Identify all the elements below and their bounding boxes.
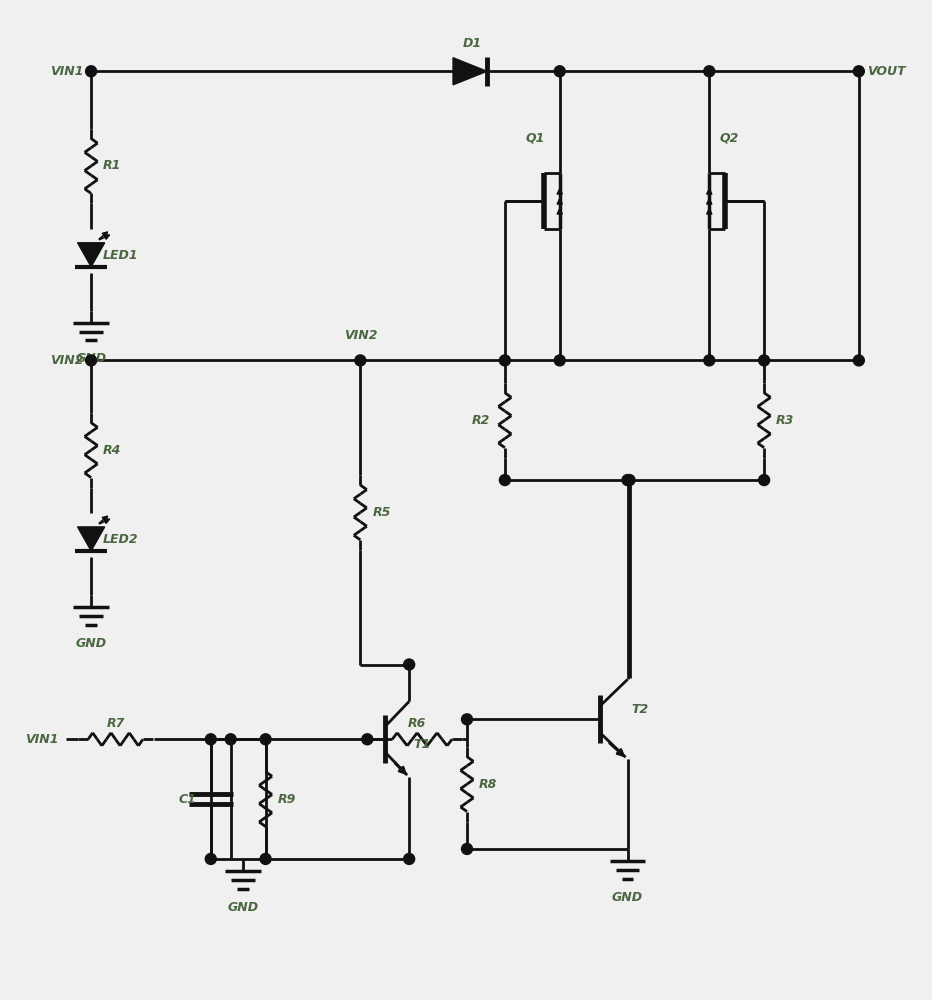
Text: Q2: Q2 (720, 132, 739, 145)
Circle shape (461, 843, 473, 854)
Circle shape (500, 475, 511, 486)
Text: R4: R4 (103, 444, 121, 457)
Text: GND: GND (227, 901, 259, 914)
Text: VIN1: VIN1 (49, 65, 83, 78)
Text: GND: GND (612, 891, 643, 904)
Circle shape (759, 475, 770, 486)
Circle shape (404, 853, 415, 864)
Text: R5: R5 (372, 506, 391, 519)
Polygon shape (77, 243, 104, 267)
Circle shape (362, 734, 373, 745)
Text: LED1: LED1 (103, 249, 139, 262)
Circle shape (704, 355, 715, 366)
Text: R8: R8 (479, 778, 498, 791)
Text: Q1: Q1 (525, 132, 544, 145)
Circle shape (461, 714, 473, 725)
Text: VIN2: VIN2 (344, 329, 377, 342)
Circle shape (704, 66, 715, 77)
Text: VIN1: VIN1 (25, 733, 58, 746)
Circle shape (622, 475, 633, 486)
Circle shape (624, 475, 635, 486)
Text: R7: R7 (106, 717, 125, 730)
Text: R3: R3 (776, 414, 794, 427)
Circle shape (759, 355, 770, 366)
Circle shape (355, 355, 365, 366)
Circle shape (86, 66, 97, 77)
Text: T1: T1 (413, 738, 431, 751)
Circle shape (404, 659, 415, 670)
Text: GND: GND (75, 352, 106, 365)
Text: LED2: LED2 (103, 533, 139, 546)
Text: GND: GND (75, 637, 106, 650)
Circle shape (205, 734, 216, 745)
Text: C1: C1 (179, 793, 197, 806)
Circle shape (226, 734, 236, 745)
Circle shape (205, 853, 216, 864)
Text: VOUT: VOUT (867, 65, 905, 78)
Circle shape (260, 853, 271, 864)
Text: R9: R9 (278, 793, 296, 806)
Circle shape (500, 355, 511, 366)
Text: T2: T2 (632, 703, 649, 716)
Circle shape (86, 355, 97, 366)
Circle shape (854, 66, 864, 77)
Circle shape (555, 355, 565, 366)
Text: VIN2: VIN2 (49, 354, 83, 367)
Circle shape (555, 66, 565, 77)
Text: R6: R6 (408, 717, 426, 730)
Polygon shape (77, 527, 104, 551)
Text: R2: R2 (472, 414, 490, 427)
Text: R1: R1 (103, 159, 121, 172)
Circle shape (260, 734, 271, 745)
Text: D1: D1 (462, 37, 482, 50)
Circle shape (854, 355, 864, 366)
Polygon shape (453, 58, 487, 85)
